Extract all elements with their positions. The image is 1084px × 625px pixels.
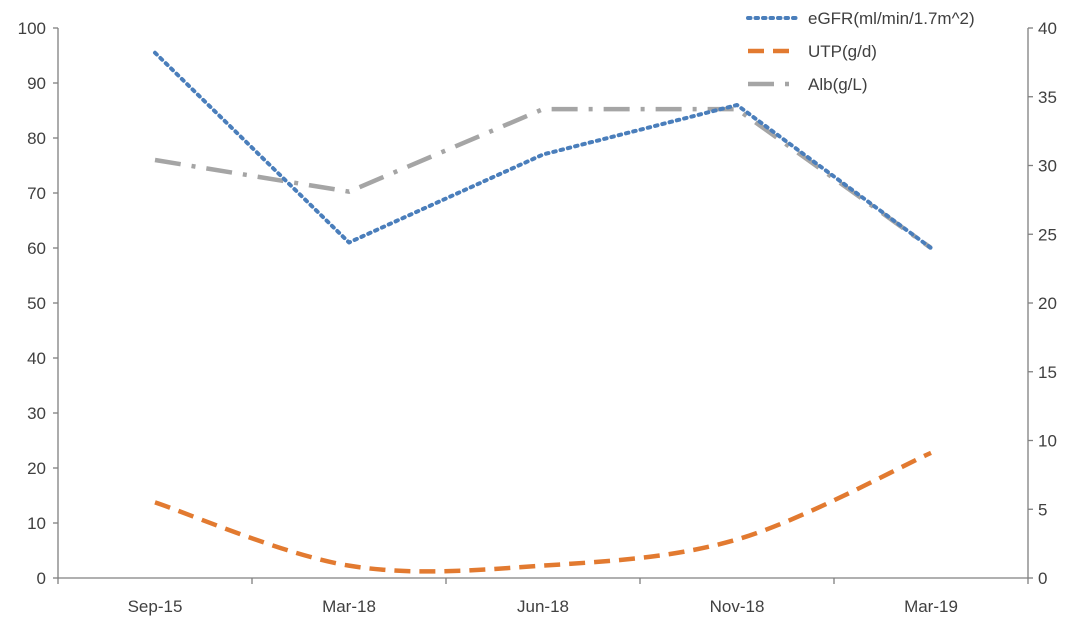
data-point-egfr [153,51,157,55]
data-point-alb [735,107,739,111]
x-tick-label: Mar-19 [904,597,958,616]
data-point-utp [153,500,157,504]
series-line-egfr [153,50,933,250]
y-right-tick-label: 0 [1038,569,1047,588]
y-right-tick-label: 15 [1038,363,1057,382]
y-right-tick-label: 40 [1038,19,1057,38]
series-line-utp [154,450,932,574]
data-point-egfr [735,103,739,107]
y-left-tick-label: 30 [27,404,46,423]
legend-label-utp: UTP(g/d) [808,42,877,61]
data-point-alb [153,158,157,162]
x-tick-label: Jun-18 [517,597,569,616]
y-right-tick-label: 10 [1038,432,1057,451]
data-point-egfr [929,246,933,250]
y-right-tick-label: 5 [1038,500,1047,519]
y-left-tick-label: 90 [27,74,46,93]
y-left-tick-label: 20 [27,459,46,478]
data-point-utp [929,451,933,455]
x-tick-label: Mar-18 [322,597,376,616]
data-point-utp [541,564,545,568]
y-left-tick-label: 80 [27,129,46,148]
y-left-tick-label: 60 [27,239,46,258]
y-left-tick-label: 50 [27,294,46,313]
y-right-tick-label: 25 [1038,225,1057,244]
legend-label-alb: Alb(g/L) [808,75,868,94]
y-left-tick-label: 40 [27,349,46,368]
y-left-tick-label: 100 [18,19,46,38]
data-point-egfr [347,241,351,245]
data-point-alb [347,190,351,194]
x-tick-label: Nov-18 [710,597,765,616]
y-right-tick-label: 30 [1038,157,1057,176]
x-tick-label: Sep-15 [128,597,183,616]
y-left-tick-label: 0 [37,569,46,588]
y-right-tick-label: 35 [1038,88,1057,107]
series-line-alb [154,106,933,250]
legend-label-egfr: eGFR(ml/min/1.7m^2) [808,9,975,28]
data-point-utp [735,538,739,542]
y-right-tick-label: 20 [1038,294,1057,313]
data-point-utp [347,564,351,568]
y-left-tick-label: 10 [27,514,46,533]
data-point-alb [541,107,545,111]
y-left-tick-label: 70 [27,184,46,203]
data-point-egfr [541,153,545,157]
